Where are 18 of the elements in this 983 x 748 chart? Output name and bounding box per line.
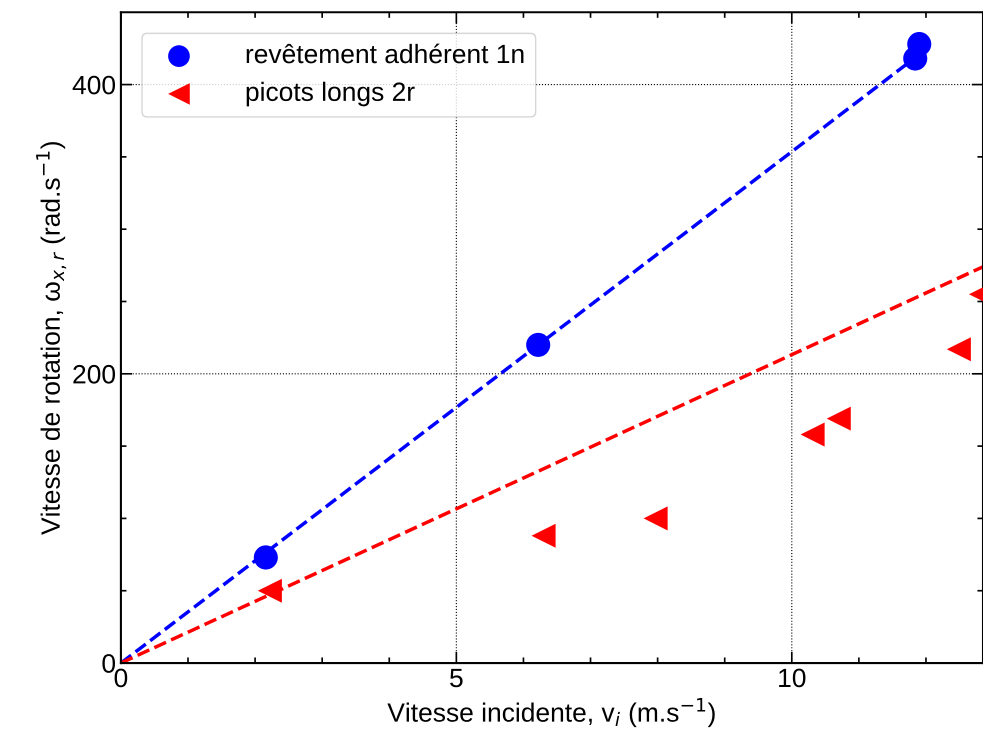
- y-tick-label: 0: [102, 654, 116, 673]
- y-tick-label: 200: [73, 364, 116, 384]
- x-tick-label: 5: [450, 668, 463, 688]
- x-tick-label: 0: [114, 668, 128, 688]
- y-axis-title: Vitesse de rotation, ω$_{x,r}$ (rad.s$^{−1}$): [36, 142, 66, 535]
- point: [826, 406, 851, 431]
- x-tick-label: 10: [779, 668, 806, 688]
- legend-label: revêtement adhérent 1n: [246, 44, 524, 64]
- point: [800, 422, 825, 447]
- y-tick-label: 400: [72, 76, 116, 94]
- point: [526, 332, 550, 357]
- point: [644, 506, 668, 530]
- x-axis-title: Vitesse incidente, v$_{i}$ (m.s$^{−1}$): [387, 698, 715, 728]
- point: [254, 545, 278, 570]
- point: [258, 578, 282, 603]
- legend-label: picots longs 2r: [246, 82, 415, 106]
- point: [532, 524, 556, 548]
- point: [946, 337, 971, 362]
